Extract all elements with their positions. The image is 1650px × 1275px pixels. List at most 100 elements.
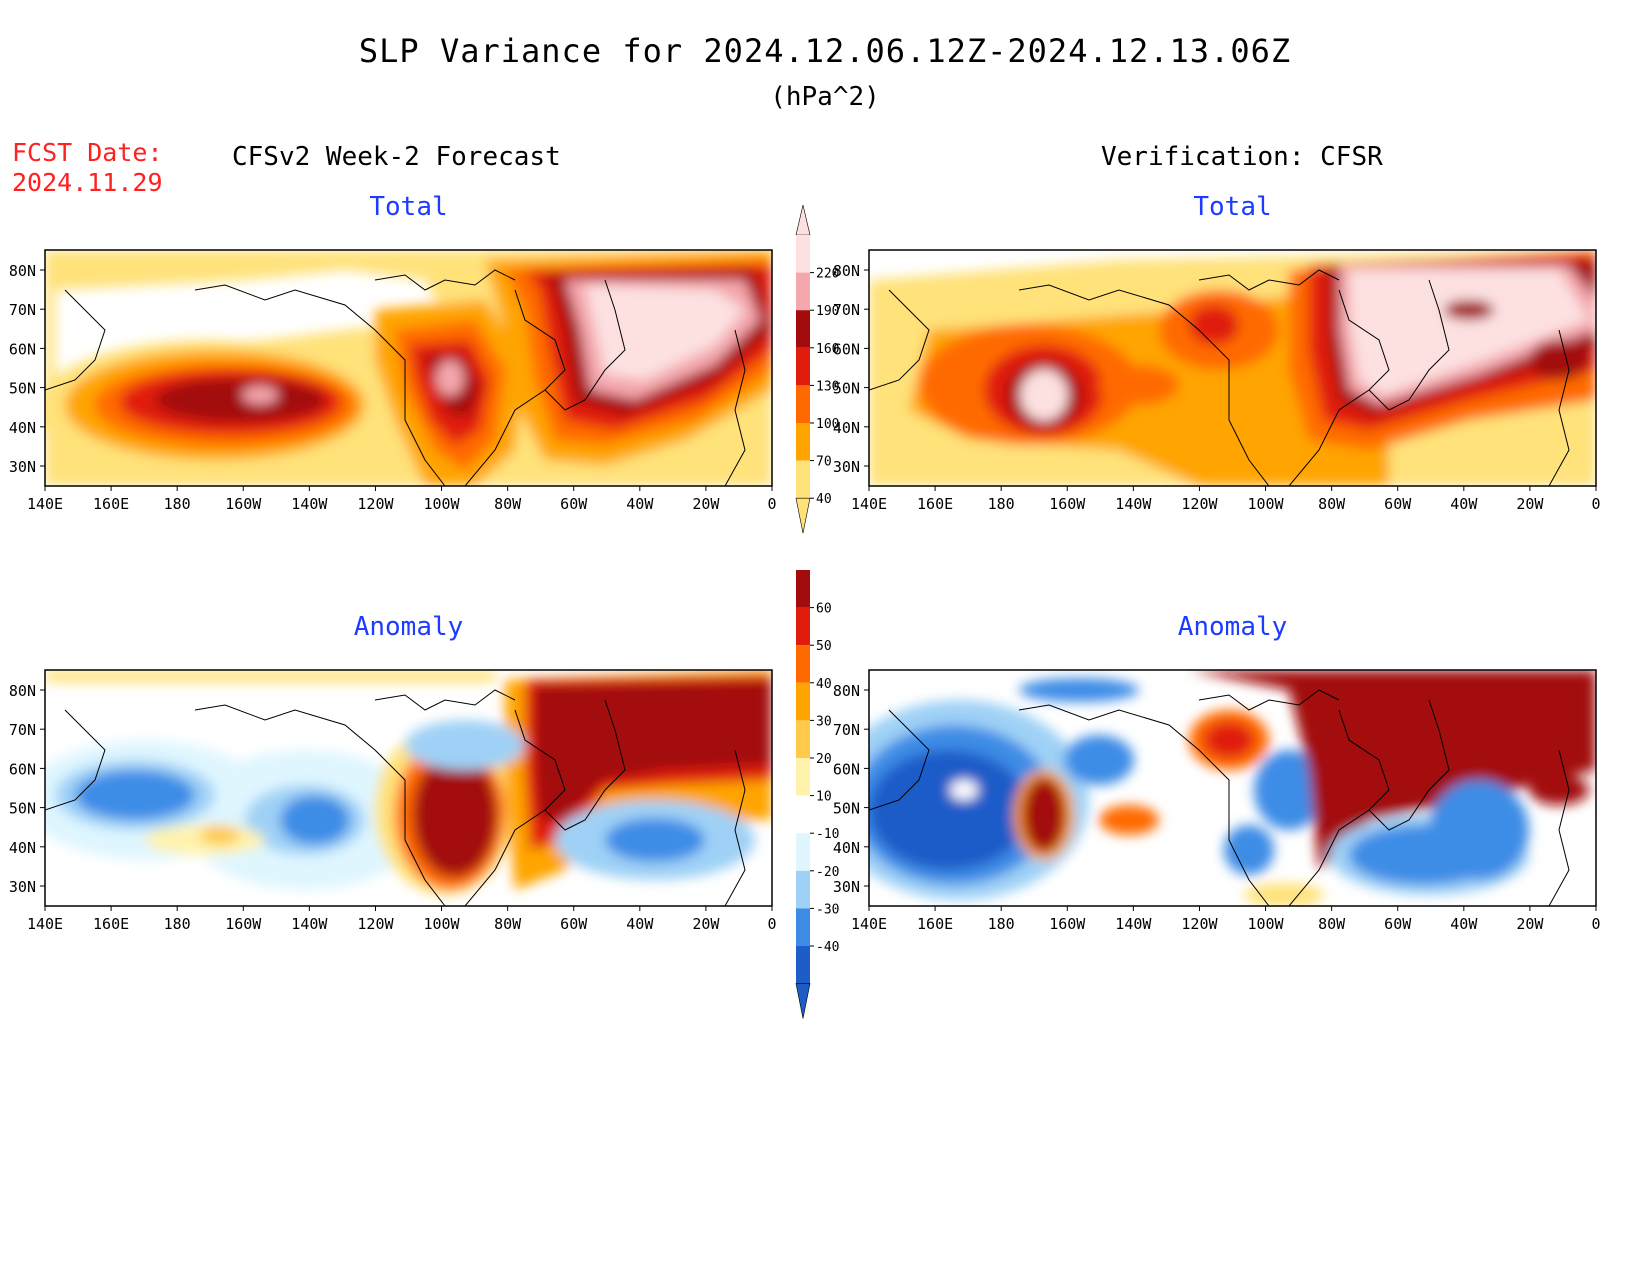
colorbar-label: 130 [816,379,839,394]
colorbar-swatch [796,385,810,423]
lon-tick-label: 0 [1591,495,1600,513]
lon-tick-label: 80W [494,495,522,513]
verification-anomaly-map: 80N 70N 60N 50N 40N 30N 140E 160E 180 160W 140W 12… [833,669,1601,933]
lon-tick-label: 140W [291,495,328,513]
colorbar-label: -40 [816,940,839,955]
lon-tick-label: 140W [1115,495,1152,513]
lat-tick-label: 30N [9,878,36,896]
colorbar-label: 30 [816,714,832,729]
lon-tick-label: 140E [851,495,887,513]
colorbar-label: 40 [816,677,832,692]
lon-tick-label: 0 [767,495,776,513]
lon-tick-label: 60W [560,915,588,933]
lon-tick-label: 120W [1181,915,1218,933]
verification-column-heading: Verification: CFSR [1101,142,1383,172]
colorbar-label: 100 [816,417,839,432]
colorbar-swatch [796,833,810,871]
lon-tick-label: 100W [423,915,460,933]
lat-tick-label: 60N [833,760,860,778]
lon-tick-label: 120W [357,915,394,933]
colorbar-label: 70 [816,455,832,470]
colorbar-label: 20 [816,752,832,767]
lon-tick-label: 80W [494,915,522,933]
lon-tick-label: 160W [1049,915,1086,933]
lat-tick-label: 60N [9,760,36,778]
lat-tick-label: 60N [833,340,860,358]
forecast-anomaly-map: 80N 70N 60N 50N 40N 30N 140E 160E 180 160W 140W 12… [9,669,777,933]
lon-tick-label: 120W [357,495,394,513]
lon-tick-label: 140W [291,915,328,933]
lon-tick-label: 140E [27,915,63,933]
lat-tick-label: 40N [9,419,36,437]
lat-tick-label: 40N [833,839,860,857]
lon-tick-label: 100W [1247,495,1284,513]
lon-tick-label: 0 [767,915,776,933]
verification-total-title: Total [1193,192,1272,222]
colorbar-swatch [796,645,810,683]
colorbar-swatch [796,310,810,348]
lon-tick-label: 180 [988,495,1015,513]
forecast-column-heading: CFSv2 Week-2 Forecast [232,142,561,172]
lat-tick-label: 50N [9,380,36,398]
lat-tick-label: 50N [9,800,36,818]
lon-tick-label: 160W [225,495,262,513]
lon-tick-label: 20W [692,495,720,513]
lat-tick-label: 30N [9,458,36,476]
lon-tick-label: 40W [626,495,654,513]
colorbar-label: -20 [816,865,839,880]
lon-tick-label: 100W [423,495,460,513]
colorbar-swatch [796,946,810,984]
lon-tick-label: 60W [1384,915,1412,933]
lon-tick-label: 40W [1450,495,1478,513]
lon-tick-label: 140E [851,915,887,933]
forecast-total-title: Total [369,192,448,222]
lat-tick-label: 80N [833,682,860,700]
lon-tick-label: 100W [1247,915,1284,933]
colorbar-label: 10 [816,790,832,805]
lat-tick-label: 40N [833,419,860,437]
colorbar-label: 60 [816,602,832,617]
lon-tick-label: 160E [917,915,953,933]
map-title: SLP Variance for 2024.12.06.12Z-2024.12.… [358,32,1292,70]
lat-tick-label: 70N [9,301,36,319]
lat-tick-label: 60N [9,340,36,358]
colorbar-swatch [796,870,810,909]
verification-total-map: 80N 70N 60N 50N 40N 30N 140E 160E 180 160W 140W 12… [833,249,1601,513]
forecast-total-map: 80N 70N 60N 50N 40N 30N 140E 160E 180 160W 140W 12… [9,249,777,513]
lon-tick-label: 40W [1450,915,1478,933]
colorbar-swatch [796,758,810,796]
lat-tick-label: 50N [833,380,860,398]
colorbar-label: 160 [816,342,839,357]
colorbar-swatch [796,908,810,946]
lon-tick-label: 120W [1181,495,1218,513]
colorbar-swatch [796,570,810,608]
forecast-anomaly-title: Anomaly [353,612,464,642]
colorbar-swatch [796,423,810,461]
colorbar-swatch [796,272,810,311]
lon-tick-label: 80W [1318,495,1346,513]
lat-tick-label: 70N [833,721,860,739]
forecast-date-block: FCST Date: 2024.11.29 [12,138,163,198]
lat-tick-label: 80N [833,262,860,280]
colorbar-label: 40 [816,492,832,507]
colorbar-swatch [796,795,810,834]
lon-tick-label: 0 [1591,915,1600,933]
colorbar-label: -30 [816,902,839,917]
colorbar-top-arrow [795,205,811,236]
lat-tick-label: 80N [9,262,36,280]
lon-tick-label: 160E [93,915,129,933]
colorbar-bottom-arrow [795,497,811,534]
fcst-date-label: FCST Date: [12,138,163,167]
colorbar-label: 50 [816,639,832,654]
lon-tick-label: 80W [1318,915,1346,933]
units-label: (hPa^2) [770,82,880,112]
lat-tick-label: 30N [833,878,860,896]
colorbar-label: -10 [816,827,839,842]
total-colorbar: 220 190 160 130 100 70 40 [795,205,839,534]
lat-tick-label: 40N [9,839,36,857]
lon-tick-label: 40W [626,915,654,933]
colorbar-swatch [796,235,810,273]
lat-tick-label: 70N [9,721,36,739]
colorbar-swatch [796,460,810,499]
lon-tick-label: 20W [1516,495,1544,513]
